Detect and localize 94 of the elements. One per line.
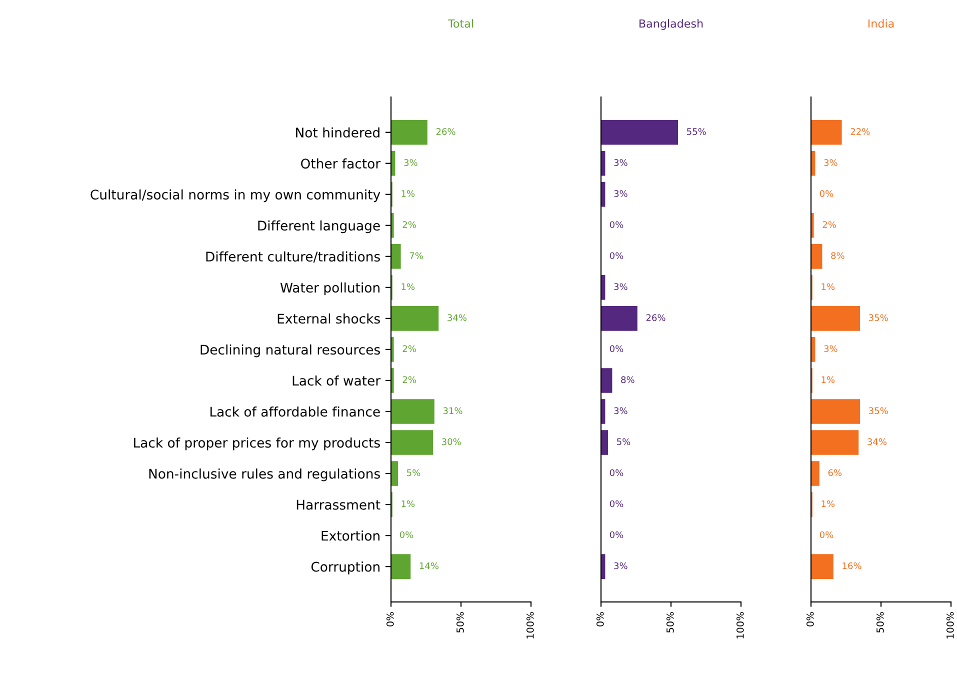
data-label: 1% — [822, 376, 835, 384]
bar — [391, 368, 394, 393]
y-tick-label: Lack of affordable finance — [210, 406, 380, 417]
y-tick-label: Cultural/social norms in my own community — [90, 189, 380, 202]
bar — [811, 120, 842, 145]
data-label: 3% — [824, 159, 838, 166]
bar — [601, 430, 608, 455]
x-tick-label: 100% — [946, 612, 954, 638]
data-label: 3% — [614, 190, 628, 198]
x-tick-label: 50% — [876, 612, 884, 632]
bar — [811, 430, 859, 455]
bar — [601, 306, 638, 331]
y-tick-label: Non-inclusive rules and regulations — [149, 468, 380, 482]
bar — [391, 399, 434, 424]
data-label: 0% — [610, 469, 624, 476]
data-label: 3% — [404, 159, 418, 166]
data-label: 3% — [614, 562, 628, 570]
data-label: 0% — [610, 252, 624, 260]
data-label: 55% — [687, 128, 706, 135]
data-label: 35% — [869, 407, 888, 414]
bar — [391, 430, 433, 455]
data-label: 6% — [828, 469, 842, 476]
data-label: 7% — [410, 252, 423, 260]
data-label: 22% — [850, 128, 870, 135]
data-label: 2% — [402, 376, 416, 384]
bar — [601, 368, 612, 393]
data-label: 2% — [402, 221, 416, 228]
data-label: 26% — [646, 314, 666, 322]
bar — [811, 306, 860, 331]
y-tick-label: External shocks — [278, 313, 380, 324]
y-tick-label: Lack of proper prices for my products — [134, 437, 380, 450]
y-tick-label: Harrassment — [296, 500, 380, 510]
x-tick-label: 100% — [526, 612, 534, 638]
y-tick-label: Different culture/traditions — [206, 251, 380, 263]
bar — [601, 120, 678, 145]
chart-title: Total — [448, 19, 473, 28]
data-label: 35% — [869, 314, 888, 322]
bar — [811, 399, 860, 424]
data-label: 1% — [822, 283, 835, 290]
data-label: 5% — [617, 438, 630, 446]
bar — [811, 212, 814, 238]
x-tick-label: 0% — [806, 612, 814, 626]
data-label: 34% — [868, 438, 886, 446]
x-tick-label: 0% — [386, 612, 394, 626]
data-label: 14% — [420, 562, 438, 570]
data-label: 8% — [621, 376, 634, 384]
bar — [811, 461, 820, 486]
data-label: 0% — [820, 531, 834, 538]
data-label: 26% — [436, 128, 456, 135]
bar — [391, 244, 401, 269]
y-tick-label: Different language — [258, 220, 380, 234]
bar — [391, 337, 394, 362]
data-label: 3% — [614, 407, 628, 414]
data-label: 8% — [831, 252, 844, 260]
x-tick-label: 0% — [596, 612, 604, 626]
y-tick-label: Declining natural resources — [200, 344, 380, 358]
data-label: 31% — [443, 407, 462, 414]
bar — [391, 120, 428, 145]
data-label: 0% — [610, 221, 624, 228]
x-tick-label: 50% — [456, 612, 464, 632]
data-label: 0% — [400, 531, 414, 538]
data-label: 2% — [402, 345, 416, 352]
data-label: 1% — [402, 500, 415, 508]
y-tick-label: Extortion — [322, 530, 380, 541]
chart-title: India — [868, 19, 894, 28]
data-label: 0% — [610, 500, 624, 508]
data-label: 0% — [610, 345, 624, 352]
data-label: 1% — [402, 283, 415, 290]
bar — [391, 306, 439, 331]
bar — [811, 244, 822, 269]
data-label: 16% — [842, 562, 862, 570]
data-label: 3% — [614, 283, 628, 290]
y-tick-label: Lack of water — [292, 375, 381, 386]
data-label: 2% — [822, 221, 836, 228]
data-label: 0% — [610, 531, 624, 538]
data-label: 1% — [402, 190, 415, 198]
bar — [391, 461, 398, 486]
x-tick-label: 50% — [666, 612, 674, 632]
data-label: 34% — [448, 314, 466, 322]
data-label: 1% — [822, 500, 835, 508]
y-tick-label: Water pollution — [280, 282, 380, 296]
bar — [391, 554, 411, 579]
data-label: 5% — [407, 469, 420, 476]
y-tick-label: Corruption — [311, 562, 380, 574]
y-tick-label: Other factor — [301, 158, 381, 169]
data-label: 3% — [614, 159, 628, 166]
chart-title: Bangladesh — [640, 19, 703, 30]
x-tick-label: 100% — [736, 612, 744, 638]
bar — [811, 554, 834, 579]
bar — [391, 212, 394, 238]
data-label: 0% — [820, 190, 834, 198]
data-label: 30% — [442, 438, 461, 446]
data-label: 3% — [824, 345, 838, 352]
y-tick-label: Not hindered — [296, 127, 380, 138]
